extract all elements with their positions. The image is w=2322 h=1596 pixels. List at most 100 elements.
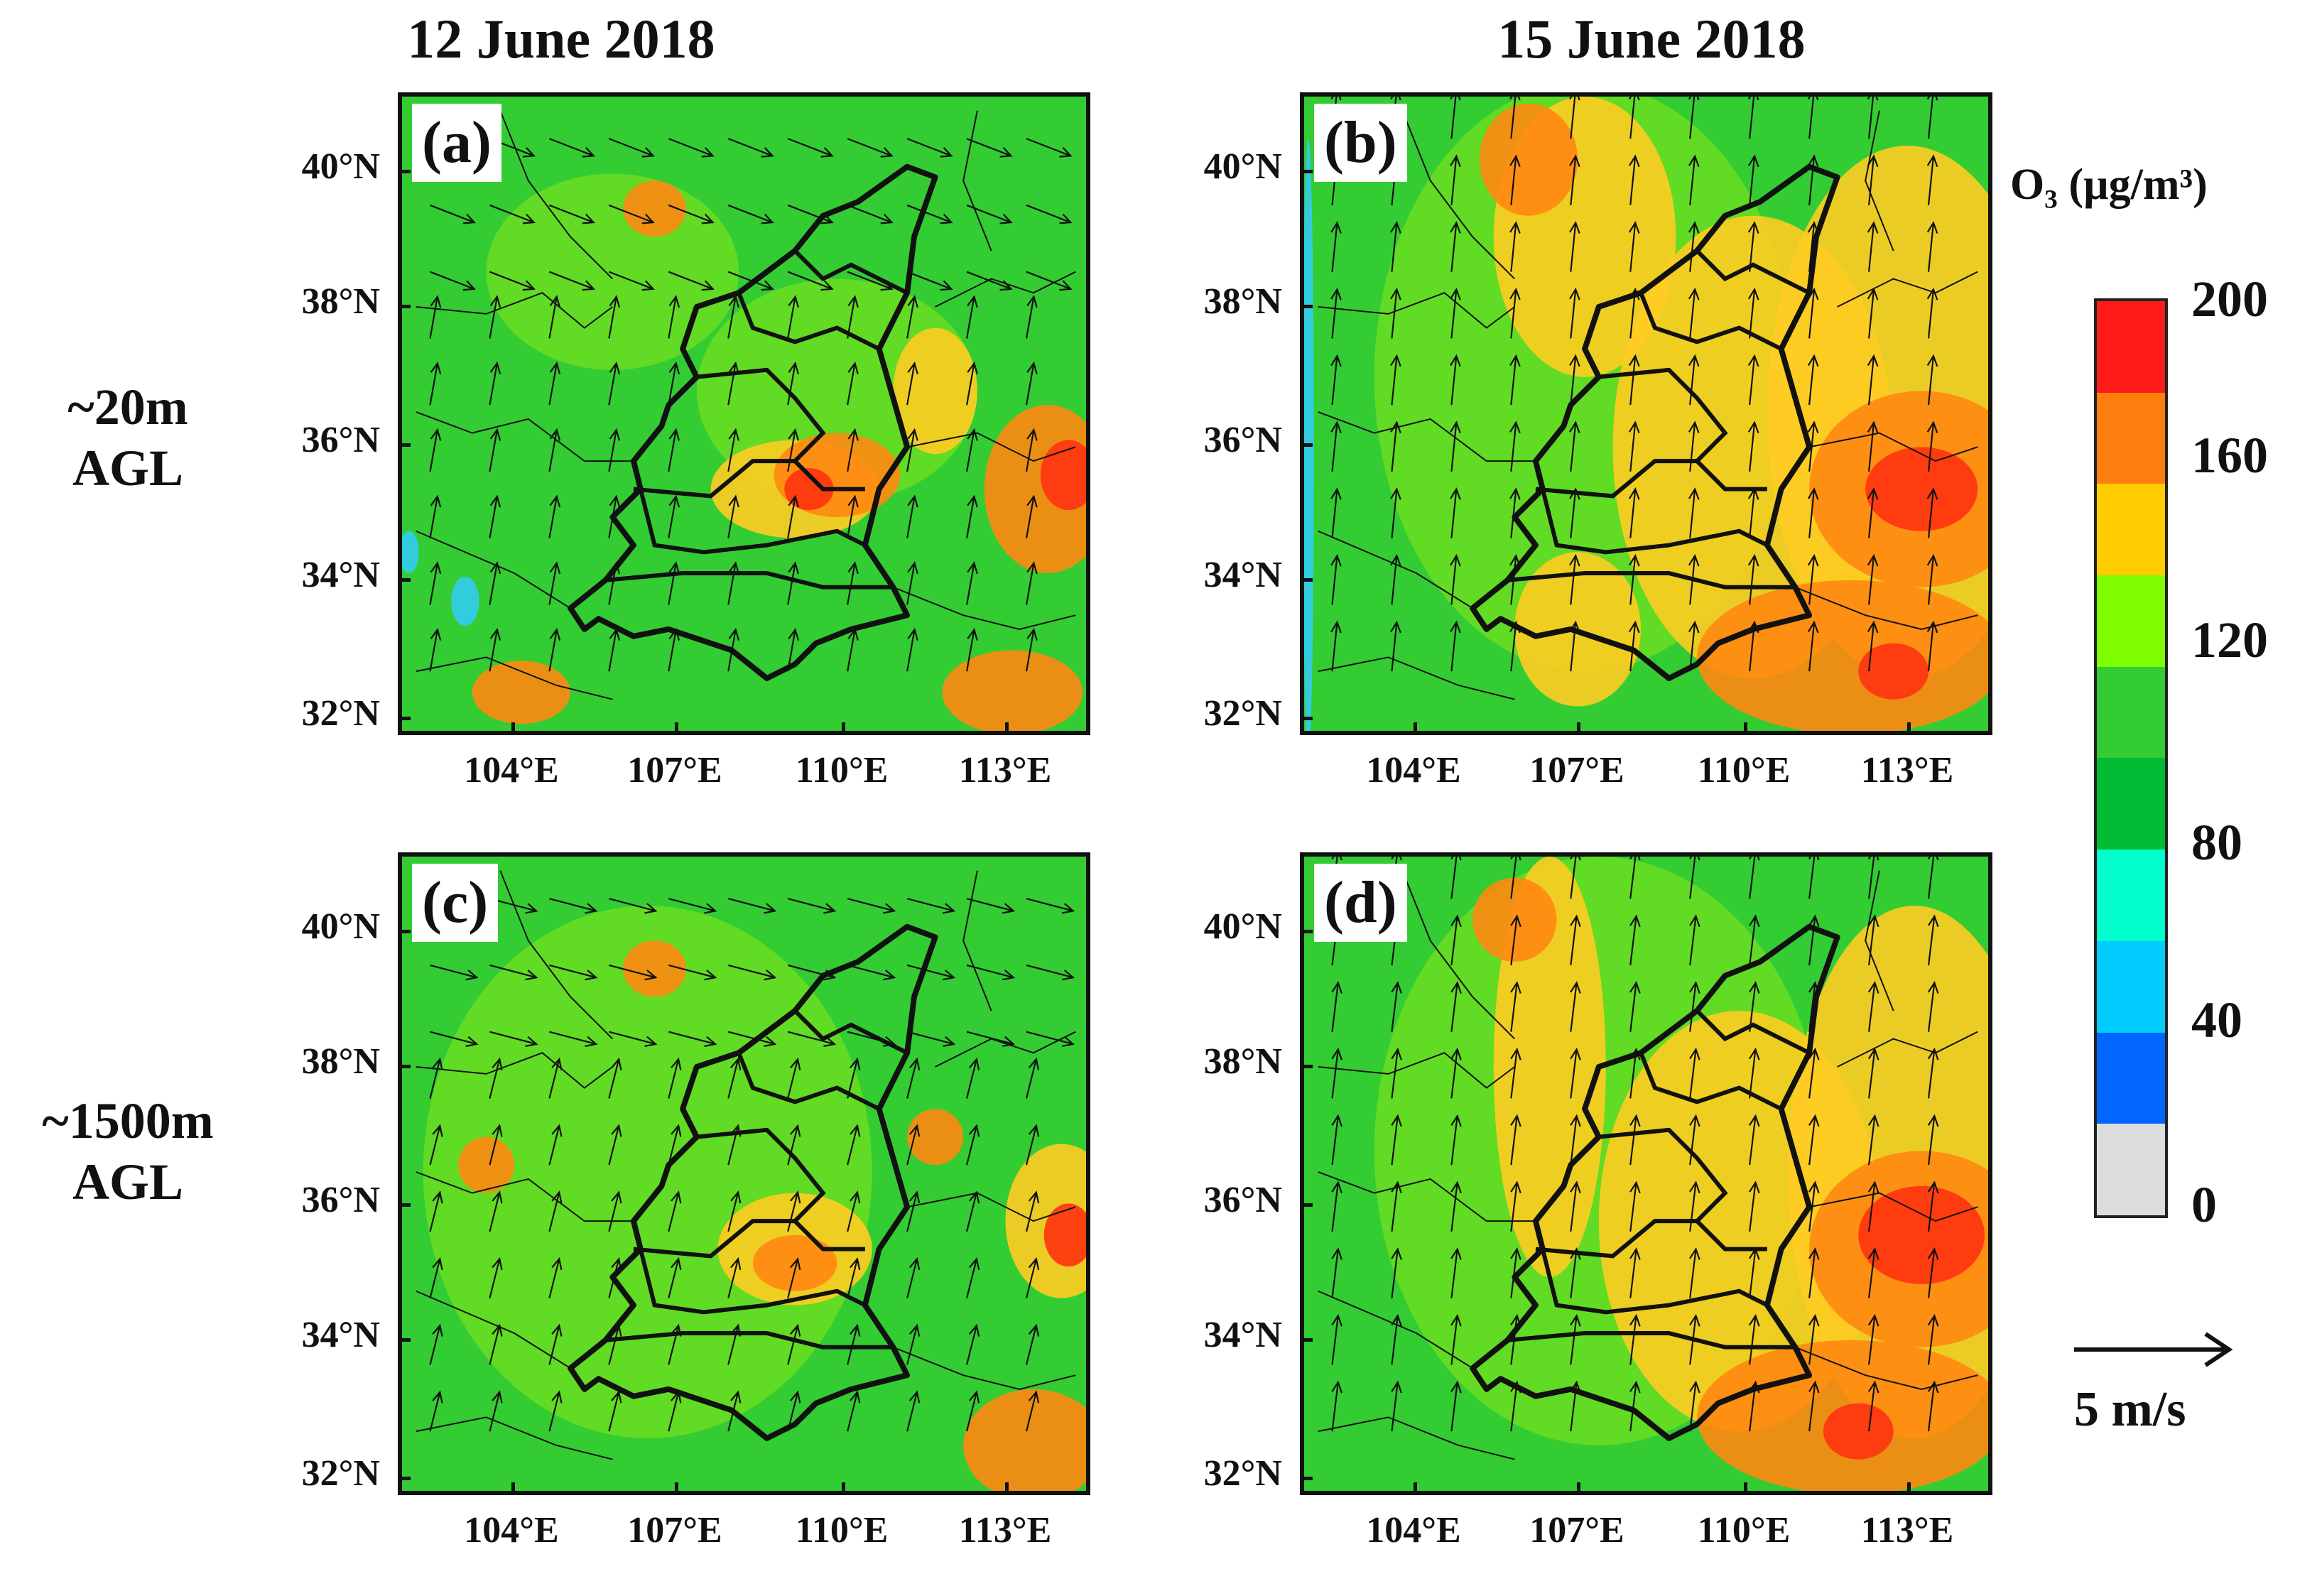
wind-vector-b-63 [1807,420,1819,472]
wind-vector-a-49 [727,361,739,406]
wind-vector-b-76 [1926,487,1938,538]
wind-vector-a-80 [608,561,621,605]
lat-tick-d-2 [1300,1203,1313,1207]
wind-vector-d-26 [1570,981,1581,1032]
wind-vector-a-27 [727,271,774,291]
wind-vector-d-63 [1808,1180,1820,1232]
wind-vector-b-25 [1509,221,1521,272]
wind-vector-c-22 [430,1031,479,1048]
wind-vector-d-32 [1927,981,1939,1032]
city-boundary-b-4 [1639,292,1782,351]
lon-label-c-3: 113°E [958,1510,1052,1551]
colorbar-segment-2 [2097,484,2165,576]
lon-tick-c-2 [842,1482,845,1495]
wind-vector-a-58 [608,428,621,472]
wind-vector-d-76 [1927,1247,1939,1298]
map-panel-c: (c) [398,852,1090,1495]
ozone-patch-c-7 [907,1109,964,1166]
lat-tick-a-2 [398,443,411,447]
wind-vector-a-41 [906,295,918,339]
wind-vector-c-9 [966,898,1016,914]
wind-vector-c-88 [429,1390,443,1432]
ozone-patch-a-8 [623,180,687,237]
wind-vector-b-29 [1747,221,1759,272]
colorbar-segment-1 [2097,392,2165,484]
lon-label-a-3: 113°E [958,750,1052,791]
wind-vector-b-60 [1629,420,1640,472]
lat-label-b-2: 36°N [1203,420,1282,460]
lat-label-d-1: 38°N [1203,1041,1282,1082]
lat-tick-d-1 [1300,1065,1313,1068]
wind-vector-a-57 [548,428,561,472]
wind-vector-a-52 [906,361,918,406]
wind-vector-a-95 [847,627,859,672]
wind-vector-b-48 [1569,354,1580,406]
wind-vector-c-44 [429,1124,443,1166]
wind-vector-b-67 [1390,487,1401,538]
wind-vector-d-74 [1808,1247,1820,1298]
wind-vector-c-53 [966,1124,980,1166]
wind-vector-a-87 [1025,561,1038,605]
wind-vector-d-47 [1510,1114,1521,1166]
lat-label-a-2: 36°N [301,420,380,460]
reference-vector-label: 5 m/s [2074,1382,2186,1437]
wind-vector-a-73 [847,494,859,538]
wind-vector-c-54 [1025,1124,1040,1166]
wind-vector-d-27 [1629,981,1641,1032]
lat-label-c-3: 34°N [301,1315,380,1355]
wind-vector-c-94 [787,1390,801,1432]
wind-vector-b-19 [1807,154,1819,206]
wind-vector-a-13 [549,204,595,224]
wind-vector-c-62 [847,1190,861,1232]
wind-vector-d-79 [1450,1313,1462,1365]
wind-vector-d-55 [1331,1180,1342,1232]
city-boundary-c-0 [696,1127,865,1252]
wind-vector-b-55 [1330,420,1342,472]
wind-vector-c-91 [608,1390,622,1432]
wind-vector-b-87 [1926,553,1938,605]
lat-label-a-4: 32°N [301,693,380,734]
wind-vector-b-45 [1390,354,1401,406]
lat-tick-a-3 [398,578,411,582]
wind-vector-b-65 [1926,420,1938,472]
wind-vector-b-93 [1629,620,1640,672]
wind-vector-d-82 [1629,1313,1641,1365]
wind-vector-d-83 [1689,1313,1700,1365]
city-boundary-b-2 [1540,488,1769,555]
wind-vector-a-50 [787,361,799,406]
wind-vector-d-57 [1450,1180,1462,1232]
wind-vector-d-81 [1570,1313,1581,1365]
lon-label-b-1: 107°E [1529,750,1624,791]
wind-vector-c-71 [727,1256,742,1298]
wind-vector-a-55 [429,428,442,472]
map-panel-d: (d) [1300,852,1992,1495]
lon-tick-a-0 [511,722,515,735]
lon-tick-b-1 [1577,722,1580,735]
wind-vector-d-19 [1808,914,1820,966]
wind-vector-d-30 [1808,981,1820,1032]
county-boundary-c-2 [416,1290,571,1369]
row-label-20m-line1: ~20m [67,379,188,435]
wind-vector-c-72 [787,1256,801,1298]
wind-vector-d-14 [1510,914,1521,966]
wind-vector-b-96 [1807,620,1819,672]
panel-label-b: (b) [1314,104,1407,182]
wind-vector-b-24 [1450,221,1461,272]
wind-vector-c-34 [489,1057,503,1099]
wind-vector-c-26 [668,1031,717,1048]
lat-tick-c-4 [398,1477,411,1480]
wind-vector-b-47 [1509,354,1521,406]
lat-tick-b-4 [1300,717,1313,720]
wind-vector-d-75 [1867,1247,1879,1298]
wind-vector-d-64 [1867,1180,1879,1232]
wind-vector-d-73 [1749,1247,1760,1298]
wind-vector-b-16 [1629,154,1640,206]
lon-label-d-0: 104°E [1366,1510,1461,1551]
wind-vector-a-98 [1025,627,1038,672]
wind-vector-b-73 [1747,487,1759,538]
wind-vector-c-64 [966,1190,980,1232]
wind-vector-b-28 [1688,221,1700,272]
wind-vector-a-79 [548,561,561,605]
wind-vector-d-58 [1510,1180,1521,1232]
wind-vector-a-20 [966,204,1013,224]
